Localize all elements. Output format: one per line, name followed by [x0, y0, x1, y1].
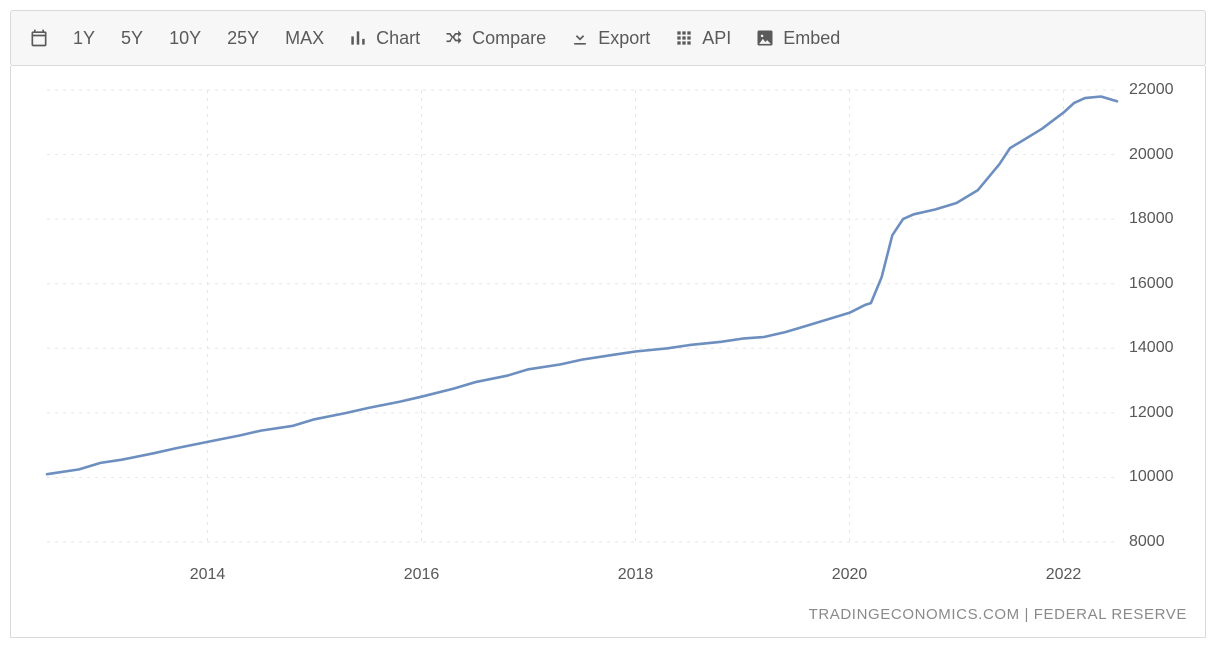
y-tick-label: 8000 [1129, 533, 1165, 551]
grid-icon [674, 28, 694, 48]
attribution-text: TRADINGECONOMICS.COM | FEDERAL RESERVE [19, 606, 1187, 623]
image-icon [755, 28, 775, 48]
api-label: API [702, 28, 731, 49]
y-tick-label: 20000 [1129, 146, 1174, 164]
y-tick-label: 16000 [1129, 275, 1174, 293]
y-tick-label: 14000 [1129, 339, 1174, 357]
calendar-icon [29, 28, 49, 48]
y-axis: 8000 10000 12000 14000 16000 18000 20000 22000 [1121, 80, 1197, 560]
chart-plot[interactable] [19, 80, 1121, 560]
date-range-picker[interactable] [29, 28, 49, 48]
download-icon [570, 28, 590, 48]
range-1y[interactable]: 1Y [73, 28, 95, 49]
api-button[interactable]: API [674, 28, 731, 49]
embed-button[interactable]: Embed [755, 28, 840, 49]
y-tick-label: 12000 [1129, 404, 1174, 422]
compare-button[interactable]: Compare [444, 28, 546, 49]
y-tick-label: 18000 [1129, 210, 1174, 228]
bar-chart-icon [348, 28, 368, 48]
time-range-group: 1Y 5Y 10Y 25Y MAX [73, 28, 324, 49]
export-button[interactable]: Export [570, 28, 650, 49]
x-tick-label: 2018 [618, 566, 654, 584]
chart-type-button[interactable]: Chart [348, 28, 420, 49]
chart-container: 800010000120001400016000180002000022000 … [10, 66, 1206, 638]
x-axis: 2014 2016 2018 2020 2022 [19, 566, 1121, 594]
chart-type-label: Chart [376, 28, 420, 49]
range-10y[interactable]: 10Y [169, 28, 201, 49]
compare-label: Compare [472, 28, 546, 49]
x-tick-label: 2016 [404, 566, 440, 584]
export-label: Export [598, 28, 650, 49]
x-tick-label: 2020 [832, 566, 868, 584]
range-25y[interactable]: 25Y [227, 28, 259, 49]
x-tick-label: 2014 [190, 566, 226, 584]
chart-toolbar: 1Y 5Y 10Y 25Y MAX Chart Compare Export A… [10, 10, 1206, 66]
x-tick-label: 2022 [1046, 566, 1082, 584]
y-tick-label: 10000 [1129, 468, 1174, 486]
shuffle-icon [444, 28, 464, 48]
range-5y[interactable]: 5Y [121, 28, 143, 49]
y-tick-label: 22000 [1129, 81, 1174, 99]
embed-label: Embed [783, 28, 840, 49]
range-max[interactable]: MAX [285, 28, 324, 49]
